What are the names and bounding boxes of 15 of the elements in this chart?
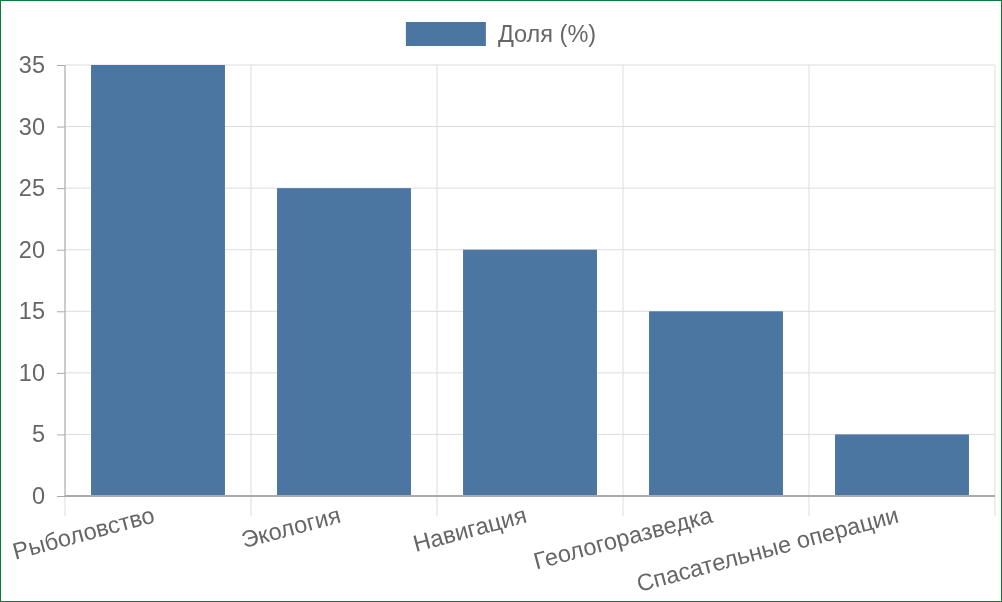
y-tick-label: 15 [18,298,45,325]
y-tick-label: 0 [31,483,45,510]
bar [91,65,225,496]
y-tick-label: 10 [18,359,45,386]
y-tick-label: 5 [31,421,45,448]
y-tick-label: 35 [18,52,45,79]
bar [835,434,969,496]
y-tick-label: 25 [18,175,45,202]
bar [463,249,597,496]
legend-label: Доля (%) [497,21,597,47]
bar [649,311,783,496]
bar [277,188,411,496]
y-tick-label: 30 [18,113,45,140]
y-tick-label: 20 [18,236,45,263]
x-tick-label: Экология [238,501,344,554]
